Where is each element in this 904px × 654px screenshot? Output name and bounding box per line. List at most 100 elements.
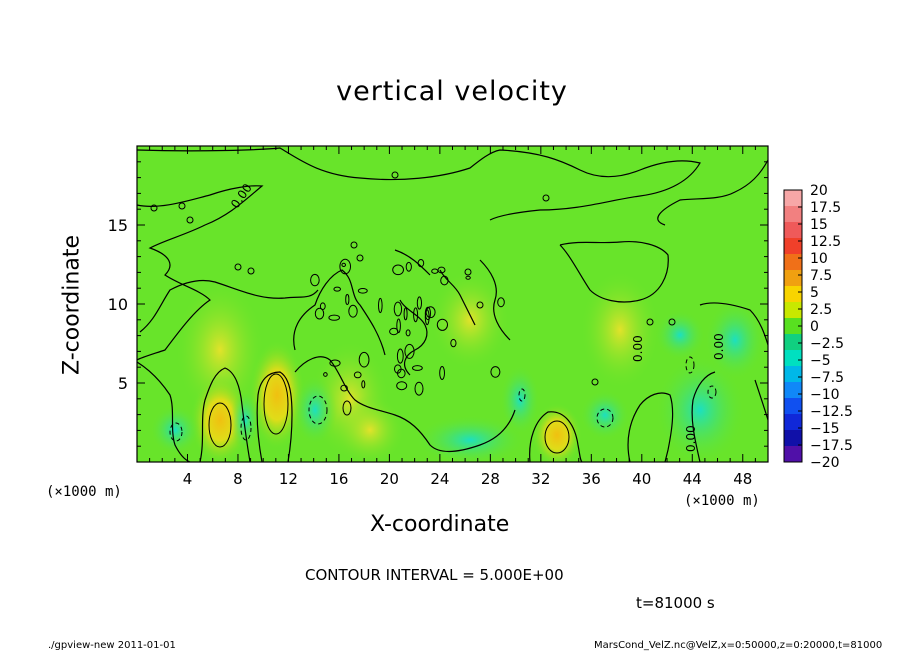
contour-island [247,267,255,275]
x-tick-label: 48 [733,470,752,488]
footer-left: ./gpview-new 2011-01-01 [48,640,176,651]
x-tick-label: 28 [481,470,500,488]
x-axis-unit: (×1000 m) [684,493,760,509]
contour-island [646,318,654,326]
contour-island [405,329,411,337]
contour-island [431,268,439,274]
colorbar-swatch [784,302,802,319]
colorbar-label: −20 [810,455,840,471]
contour-island [339,258,352,275]
colorbar-swatch [784,414,802,431]
zero-contours [137,147,768,462]
colorbar-swatch [784,446,802,463]
x-tick-label: 8 [233,470,243,488]
chart-title: vertical velocity [336,76,568,107]
colorbar-swatch [784,286,802,303]
contour-label: 0.00 [684,425,698,452]
contour-island [396,381,408,391]
contour-island [328,314,341,321]
y-axis-unit: (×1000 m) [46,484,122,500]
contour-island [404,343,415,359]
contour-island [396,318,401,334]
cold-blob [293,375,337,445]
y-tick-label: 5 [118,374,128,393]
colorbar-label: 17.5 [810,200,841,216]
contour-island [412,365,423,371]
contour-island [397,368,406,379]
contour-island [392,264,405,276]
cold-blob [705,300,765,380]
warm-blob [335,395,405,462]
contour-island [413,307,419,323]
colorbar-swatch [784,366,802,383]
colorbar-label: −5 [810,353,831,369]
contour-island [405,261,412,272]
colorbar-label: 7.5 [810,268,832,284]
colorbar-label: 0 [810,319,819,335]
positive-contours [208,373,570,454]
warm-blob [175,280,265,420]
contour-island [333,286,342,292]
warm-blob [580,270,660,390]
cold-blob [230,390,260,450]
contour-island [490,366,501,378]
warm-blob [532,403,582,462]
colorbar-label: 12.5 [810,234,841,250]
contour-island [389,327,399,336]
contour-label: 0.00 [631,335,645,362]
colorbar-swatch [784,430,802,447]
contour-island [356,254,364,262]
contour-island [391,171,399,179]
cold-blob [655,355,745,462]
x-tick-label: 36 [582,470,601,488]
colorbar-label: −2.5 [810,336,844,352]
contour-island [150,204,158,212]
contour-island [348,304,358,318]
contour-island [341,262,347,267]
contour-island [353,371,362,379]
y-tick-label: 15 [108,216,128,235]
colorbar-label: −10 [810,387,840,403]
warm-blob [249,340,305,450]
contour-island [464,268,472,276]
colorbar-swatch [784,190,802,207]
contour-island [323,372,328,377]
contour-island [357,288,368,294]
colorbar-label: −17.5 [810,438,853,454]
contour-island [476,301,484,309]
x-tick-label: 24 [430,470,449,488]
colorbar-swatch [784,318,802,335]
heatmap-field [137,146,768,462]
contour-island [396,348,404,364]
footer-right: MarsCond_VelZ.nc@VelZ,x=0:50000,z=0:2000… [594,640,883,651]
contour-interval: CONTOUR INTERVAL = 5.000E+00 [305,566,564,584]
contour-island [361,380,366,389]
x-tick-label: 12 [279,470,298,488]
contour-island [358,351,370,368]
colorbar-swatch [784,270,802,287]
contour-island [668,318,676,326]
contour-island [319,302,326,311]
contour-island [345,293,350,306]
contour-island [440,275,449,286]
contour-island [465,275,471,280]
contour-island [310,273,320,287]
x-tick-label: 40 [632,470,651,488]
colorbar-label: 20 [810,183,828,199]
contour-island [350,241,358,249]
contour-island [591,378,599,386]
contour-island [393,301,403,317]
contour-island [378,297,383,314]
contour-island [424,309,430,326]
colorbar-label: 2.5 [810,302,832,318]
contour-island [178,202,186,210]
x-tick-label: 16 [329,470,348,488]
y-tick-label: 10 [108,295,128,314]
contour-island [329,359,341,367]
colorbar-swatch [784,238,802,255]
contour-island [416,296,422,310]
colorbar-label: −12.5 [810,404,853,420]
contour-island [340,384,348,392]
